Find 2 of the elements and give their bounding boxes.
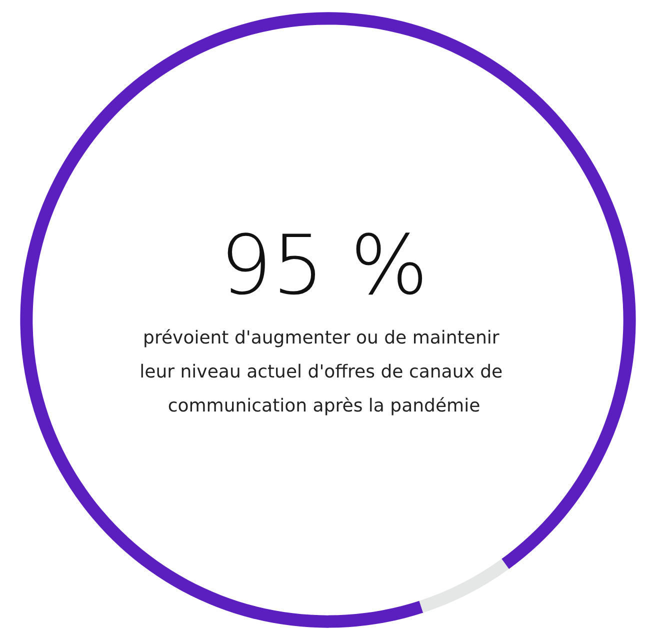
text: prévoient d'augmenter ou de maintenir leur niveau actuel d'offres de canaux de communication après la pandémie — [140, 328, 508, 416]
text: 95 % — [220, 218, 428, 314]
